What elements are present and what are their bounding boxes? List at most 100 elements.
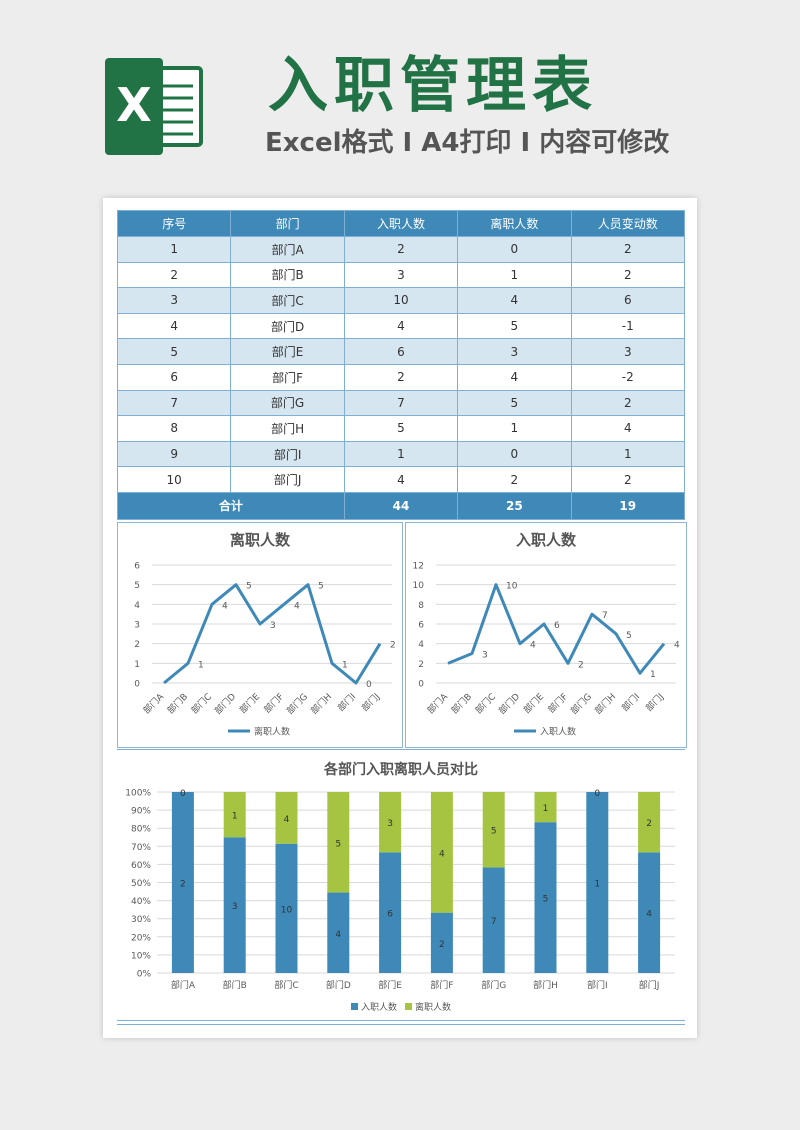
table-cell: 0 (457, 440, 572, 468)
table-cell: 9 (116, 440, 232, 468)
x-tick-label: 部门H (308, 691, 334, 717)
table-cell: 2 (116, 261, 232, 289)
bar-hire (171, 792, 194, 973)
bar-hire (534, 822, 557, 973)
table-cell: 2 (570, 261, 686, 289)
y-tick-label: 12 (413, 562, 424, 572)
table-row: 7 部门G 7 5 2 (116, 389, 686, 417)
table-cell: 1 (343, 440, 459, 468)
data-label: 4 (439, 849, 445, 859)
bar-resign (327, 792, 350, 893)
legend-swatch (351, 1003, 358, 1010)
x-tick-label: 部门D (496, 691, 522, 717)
x-tick-label: 部门G (481, 979, 506, 991)
data-label: 4 (335, 930, 341, 940)
data-label: 4 (530, 641, 536, 651)
divider (117, 749, 685, 750)
table-cell: 3 (570, 338, 686, 365)
table-cell: 部门E (230, 338, 345, 365)
data-label: 2 (646, 819, 652, 829)
table-cell: 部门D (230, 312, 345, 340)
header-cell: 序号 (116, 210, 232, 237)
table-cell: 部门G (230, 389, 345, 417)
total-cell: 25 (457, 491, 572, 520)
data-label: 1 (543, 804, 549, 814)
x-tick-label: 部门J (643, 691, 666, 714)
y-tick-label: 6 (134, 562, 140, 572)
bar-hire (275, 843, 298, 973)
data-label: 0 (180, 789, 186, 799)
data-label: 1 (198, 660, 204, 670)
x-tick-label: 部门B (165, 691, 191, 717)
total-cell: 44 (343, 491, 459, 520)
table-row: 4 部门D 4 5 -1 (116, 312, 686, 340)
x-tick-label: 部门B (223, 979, 247, 991)
data-label: 4 (294, 601, 300, 611)
excel-logo-icon: X (105, 58, 203, 155)
bar-resign (638, 792, 661, 853)
x-tick-label: 部门D (326, 979, 351, 991)
y-tick-label: 6 (418, 621, 424, 631)
data-label: 5 (246, 582, 252, 592)
x-tick-label: 部门H (533, 979, 558, 991)
data-label: 0 (594, 789, 600, 799)
x-tick-label: 部门A (171, 979, 196, 991)
bar-hire (482, 867, 505, 973)
table-cell: 2 (457, 466, 572, 493)
data-label: 5 (626, 631, 632, 641)
x-tick-label: 部门I (587, 979, 608, 991)
table-cell: 2 (343, 363, 459, 391)
table-cell: 0 (457, 236, 572, 263)
data-label: 3 (232, 902, 238, 912)
legend-label: 离职人数 (415, 1001, 451, 1013)
y-tick-label: 40% (131, 897, 151, 907)
table-row: 6 部门F 2 4 -2 (116, 363, 686, 391)
data-label: 5 (491, 827, 497, 837)
table-cell: 1 (116, 236, 232, 263)
x-tick-label: 部门F (545, 691, 570, 716)
y-tick-label: 10 (413, 581, 425, 591)
x-tick-label: 部门I (335, 691, 358, 714)
x-tick-label: 部门C (472, 691, 498, 717)
data-label: 3 (387, 819, 393, 829)
y-tick-label: 30% (131, 915, 151, 925)
table-cell: 10 (343, 287, 459, 314)
y-tick-label: 0 (418, 680, 424, 690)
table-row: 3 部门C 10 4 6 (116, 287, 686, 314)
table-cell: 部门F (230, 363, 345, 391)
y-tick-label: 0 (134, 680, 140, 690)
legend-label: 入职人数 (540, 726, 576, 738)
bar-resign (482, 792, 505, 868)
data-label: 2 (390, 641, 396, 651)
table-cell: 3 (116, 287, 232, 314)
data-label: 7 (491, 917, 497, 927)
table-cell: -1 (570, 312, 686, 340)
header-cell: 人员变动数 (570, 210, 686, 237)
table-cell: 2 (570, 466, 686, 493)
table-cell: 6 (343, 338, 459, 365)
x-tick-label: 部门G (284, 691, 310, 717)
data-label: 10 (506, 582, 518, 592)
data-label: 4 (674, 641, 680, 651)
table-cell: 部门B (230, 261, 345, 289)
table-cell: 4 (457, 287, 572, 314)
table-cell: 4 (343, 312, 459, 340)
table-total-row: 合计 44 25 19 (117, 491, 686, 520)
table-cell: 1 (570, 440, 686, 468)
y-tick-label: 3 (134, 621, 140, 631)
y-tick-label: 70% (131, 843, 151, 853)
total-cell: 19 (570, 491, 686, 520)
data-label: 5 (318, 582, 324, 592)
table-cell: 5 (457, 312, 572, 340)
y-tick-label: 4 (134, 601, 140, 611)
table-cell: 4 (116, 312, 232, 340)
table-cell: 3 (457, 338, 572, 365)
table-cell: 2 (570, 236, 686, 263)
y-tick-label: 10% (131, 951, 151, 961)
chart-title: 入职人数 (516, 531, 577, 549)
data-label: 1 (594, 880, 600, 890)
table-row: 10 部门J 4 2 2 (116, 466, 686, 493)
table-cell: 2 (343, 236, 459, 263)
data-label: 4 (284, 815, 290, 825)
x-tick-label: 部门A (425, 690, 451, 716)
